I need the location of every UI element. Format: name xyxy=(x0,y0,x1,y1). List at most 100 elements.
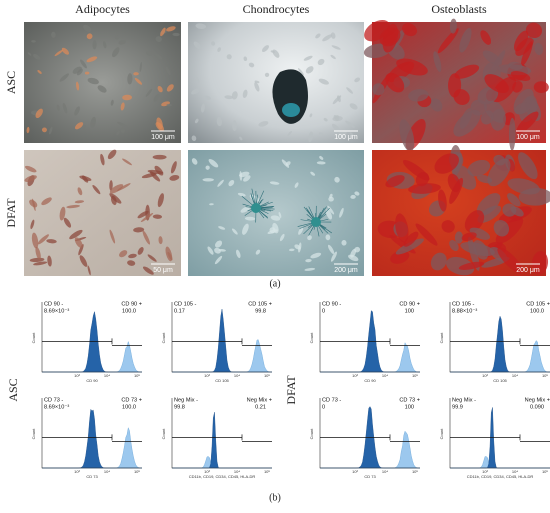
neg-value: 0 xyxy=(322,404,325,410)
x-tick-label: 10⁴ xyxy=(512,373,518,378)
group-label: DFAT xyxy=(284,375,298,405)
gate xyxy=(172,434,272,441)
alcian-stain xyxy=(282,103,300,117)
y-axis-label: Count xyxy=(309,332,314,344)
micrograph: 50 μm xyxy=(24,148,181,276)
y-axis-label: Count xyxy=(161,428,166,440)
x-axis-label: CD11b, CD19, CD34, CD45, HLA-DR xyxy=(467,474,534,479)
scale-bar-label: 200 μm xyxy=(334,267,358,274)
panel-label: (a) xyxy=(269,278,280,289)
x-tick-label: 10⁴ xyxy=(104,469,110,474)
neg-value: 99.8 xyxy=(174,404,185,410)
neg-value: 8.69×10⁻³ xyxy=(44,404,69,410)
neg-label: CD 73 - xyxy=(322,397,341,403)
y-axis-label: Count xyxy=(161,332,166,344)
nodule xyxy=(311,217,321,227)
pos-value: 100.0 xyxy=(122,308,136,314)
x-tick-label: 10⁵ xyxy=(542,373,548,378)
x-axis-label: CD11b, CD19, CD34, CD45, HLA-DR xyxy=(189,474,256,479)
y-axis-label: Count xyxy=(309,428,314,440)
y-axis-label: Count xyxy=(439,428,444,440)
x-tick-label: 10³ xyxy=(74,373,80,378)
pos-label: Neg Mix + xyxy=(525,397,550,403)
x-axis-label: CD 73 xyxy=(86,474,98,479)
x-tick-label: 10⁵ xyxy=(412,373,418,378)
row-label: DFAT xyxy=(4,198,18,228)
micrograph: 100 μm xyxy=(24,22,181,143)
neg-value: 8.88×10⁻³ xyxy=(452,308,477,314)
neg-label: CD 90 - xyxy=(322,301,341,307)
x-tick-label: 10³ xyxy=(204,373,210,378)
y-axis-label: Count xyxy=(31,428,36,440)
micrograph: 100 μm xyxy=(360,16,549,154)
x-tick-label: 10³ xyxy=(352,373,358,378)
scale-bar-label: 100 μm xyxy=(334,134,358,141)
micrograph: 200 μm xyxy=(188,150,364,276)
scale-bar-label: 50 μm xyxy=(153,267,173,274)
x-tick-label: 10³ xyxy=(74,469,80,474)
row-label: ASC xyxy=(4,71,18,94)
scale-bar-label: 100 μm xyxy=(151,134,175,141)
x-tick-label: 10³ xyxy=(352,469,358,474)
neg-label: CD 90 - xyxy=(44,301,63,307)
x-tick-label: 10⁴ xyxy=(234,373,240,378)
x-tick-label: 10⁵ xyxy=(264,373,270,378)
pos-label: Neg Mix + xyxy=(247,397,272,403)
x-tick-label: 10⁵ xyxy=(412,469,418,474)
micrograph: 200 μm xyxy=(372,145,550,278)
pos-value: 100.0 xyxy=(122,404,136,410)
column-header: Chondrocytes xyxy=(243,2,310,16)
pos-label: CD 105 + xyxy=(248,301,272,307)
pos-value: 100 xyxy=(405,404,414,410)
pos-label: CD 73 + xyxy=(121,397,142,403)
pos-label: CD 90 + xyxy=(399,301,420,307)
pos-value: 100.0 xyxy=(530,308,544,314)
x-tick-label: 10⁵ xyxy=(134,373,140,378)
neg-value: 0.17 xyxy=(174,308,185,314)
pos-label: CD 105 + xyxy=(526,301,550,307)
gate xyxy=(450,434,550,441)
neg-label: Neg Mix - xyxy=(174,397,198,403)
positive-population xyxy=(450,457,550,468)
x-tick-label: 10⁵ xyxy=(134,469,140,474)
x-axis-label: CD 73 xyxy=(364,474,376,479)
texture xyxy=(202,178,214,181)
x-axis-label: CD 105 xyxy=(215,378,229,383)
x-tick-label: 10⁴ xyxy=(382,373,388,378)
x-axis-label: CD 90 xyxy=(364,378,376,383)
x-axis-label: CD 105 xyxy=(493,378,507,383)
group-label: ASC xyxy=(6,378,20,401)
histogram-panel: CD 105 -0.17 CD 105 +99.8 10³ 10⁴ 10⁵ CD 105 C… xyxy=(161,301,272,383)
neg-value: 99.9 xyxy=(452,404,463,410)
x-tick-label: 10⁴ xyxy=(104,373,110,378)
x-tick-label: 10⁴ xyxy=(382,469,388,474)
x-tick-label: 10³ xyxy=(482,373,488,378)
neg-label: Neg Mix - xyxy=(452,397,476,403)
pos-label: CD 90 + xyxy=(121,301,142,307)
scale-bar-label: 200 μm xyxy=(516,267,540,274)
y-axis-label: Count xyxy=(31,332,36,344)
neg-label: CD 105 - xyxy=(174,301,197,307)
pos-value: 0.21 xyxy=(255,404,266,410)
x-tick-label: 10⁵ xyxy=(264,469,270,474)
y-axis-label: Count xyxy=(439,332,444,344)
pos-value: 99.8 xyxy=(255,308,266,314)
positive-population xyxy=(172,456,272,468)
scale-bar-label: 100 μm xyxy=(516,134,540,141)
neg-value: 8.69×10⁻³ xyxy=(44,308,69,314)
panel-label: (b) xyxy=(269,492,281,503)
pos-value: 100 xyxy=(405,308,414,314)
column-header: Osteoblasts xyxy=(431,2,487,16)
negative-population xyxy=(172,412,272,468)
pos-value: 0.090 xyxy=(530,404,544,410)
